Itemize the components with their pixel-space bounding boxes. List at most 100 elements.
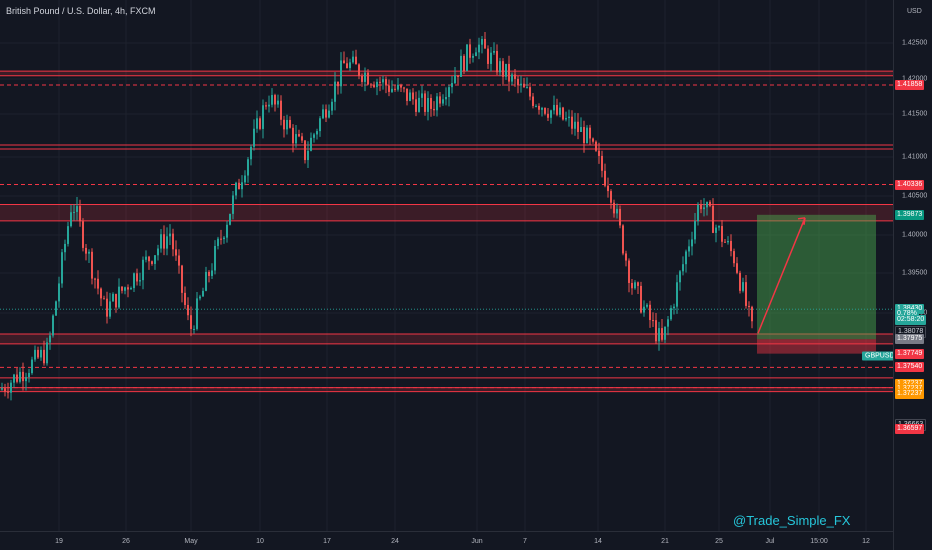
candle-body [709,201,711,206]
candle-body [46,342,48,364]
candle-body [619,208,621,226]
candle-body [319,118,321,132]
candle-body [421,93,423,98]
candle-body [316,131,318,135]
candle-body [334,81,336,102]
candle-body [25,377,27,382]
candle-body [295,134,297,144]
candle-body [400,84,402,88]
candle-body [136,273,138,282]
candle-body [328,110,330,118]
candle-body [589,127,591,139]
time-tick-label: Jun [471,538,483,545]
candle-body [187,304,189,316]
candle-body [508,63,510,82]
candle-body [145,256,147,260]
chart-plot-area[interactable]: British Pound / U.S. Dollar, 4h, FXCM @T… [0,0,893,531]
candle-body [253,128,255,147]
price-axis[interactable]: USD 1.42500 1.42000 1.41500 1.41000 1.40500 1… [893,0,932,550]
candle-body [433,108,435,111]
candle-body [280,100,282,120]
candle-body [448,87,450,98]
price-tag: 1.37540 [895,362,925,373]
candle-body [220,238,222,240]
candle-body [49,335,51,343]
arrow-head [797,217,806,225]
candle-body [715,227,717,233]
candle-body [205,271,207,291]
support-resistance-zone [0,204,893,221]
candle-body [121,286,123,291]
candle-body [535,105,537,107]
candle-body [112,293,114,302]
time-tick-label: 17 [323,538,331,545]
candle-body [7,391,9,393]
candle-body [712,205,714,233]
candle-body [571,116,573,129]
candle-body [307,150,309,161]
candle-body [97,278,99,289]
candle-body [565,118,567,120]
candle-body [118,286,120,308]
price-chart[interactable] [0,0,893,531]
symbol-label: GBPUSD [862,351,893,361]
candle-body [667,319,669,327]
candle-body [202,290,204,297]
candle-body [55,301,57,316]
candle-body [247,159,249,176]
candle-body [469,44,471,58]
candle-body [169,233,171,237]
candle-body [238,182,240,190]
candle-body [730,240,732,252]
candle-body [628,260,630,283]
candle-body [4,388,6,392]
price-tag: 1.37237 [895,378,925,389]
candle-body [190,315,192,330]
candle-body [13,374,15,383]
candle-body [601,155,603,171]
candle-body [256,118,258,129]
candle-body [268,104,270,107]
candle-body [388,85,390,92]
candle-body [28,373,30,378]
candle-body [133,273,135,289]
candle-body [154,255,156,264]
candle-body [598,150,600,156]
candle-body [610,191,612,203]
candle-body [214,245,216,271]
candle-body [370,84,372,86]
candle-body [685,251,687,265]
candle-body [682,264,684,272]
candle-body [694,221,696,240]
candle-body [415,99,417,112]
price-tag: 1.37749 [895,348,925,359]
price-tag: 1.41858 [895,79,925,90]
candle-body [502,61,504,77]
candle-body [343,60,345,64]
candle-body [634,282,636,289]
candle-body [394,88,396,90]
candle-body [670,308,672,320]
support-resistance-zone [0,334,893,344]
time-axis[interactable]: 19 26 May 10 17 24 Jun 7 14 21 25 Jul 15:00 12 [0,531,893,550]
candle-body [733,251,735,264]
price-tick-label: 1.40000 [902,231,928,239]
candle-body [517,78,519,86]
candle-body [229,213,231,225]
candle-body [274,95,276,105]
candle-body [40,349,42,358]
time-tick-label: 25 [715,538,723,545]
price-tag: 1.36597 [895,424,925,435]
candle-body [607,185,609,192]
candle-body [625,253,627,261]
candle-body [544,107,546,114]
currency-label: USD [907,8,922,15]
candle-body [130,288,132,290]
price-tag: 1.37237 [895,383,925,394]
candle-body [94,278,96,280]
candle-body [529,87,531,97]
candle-body [586,127,588,144]
candle-body [358,64,360,76]
candle-body [85,247,87,254]
candle-body [286,119,288,130]
